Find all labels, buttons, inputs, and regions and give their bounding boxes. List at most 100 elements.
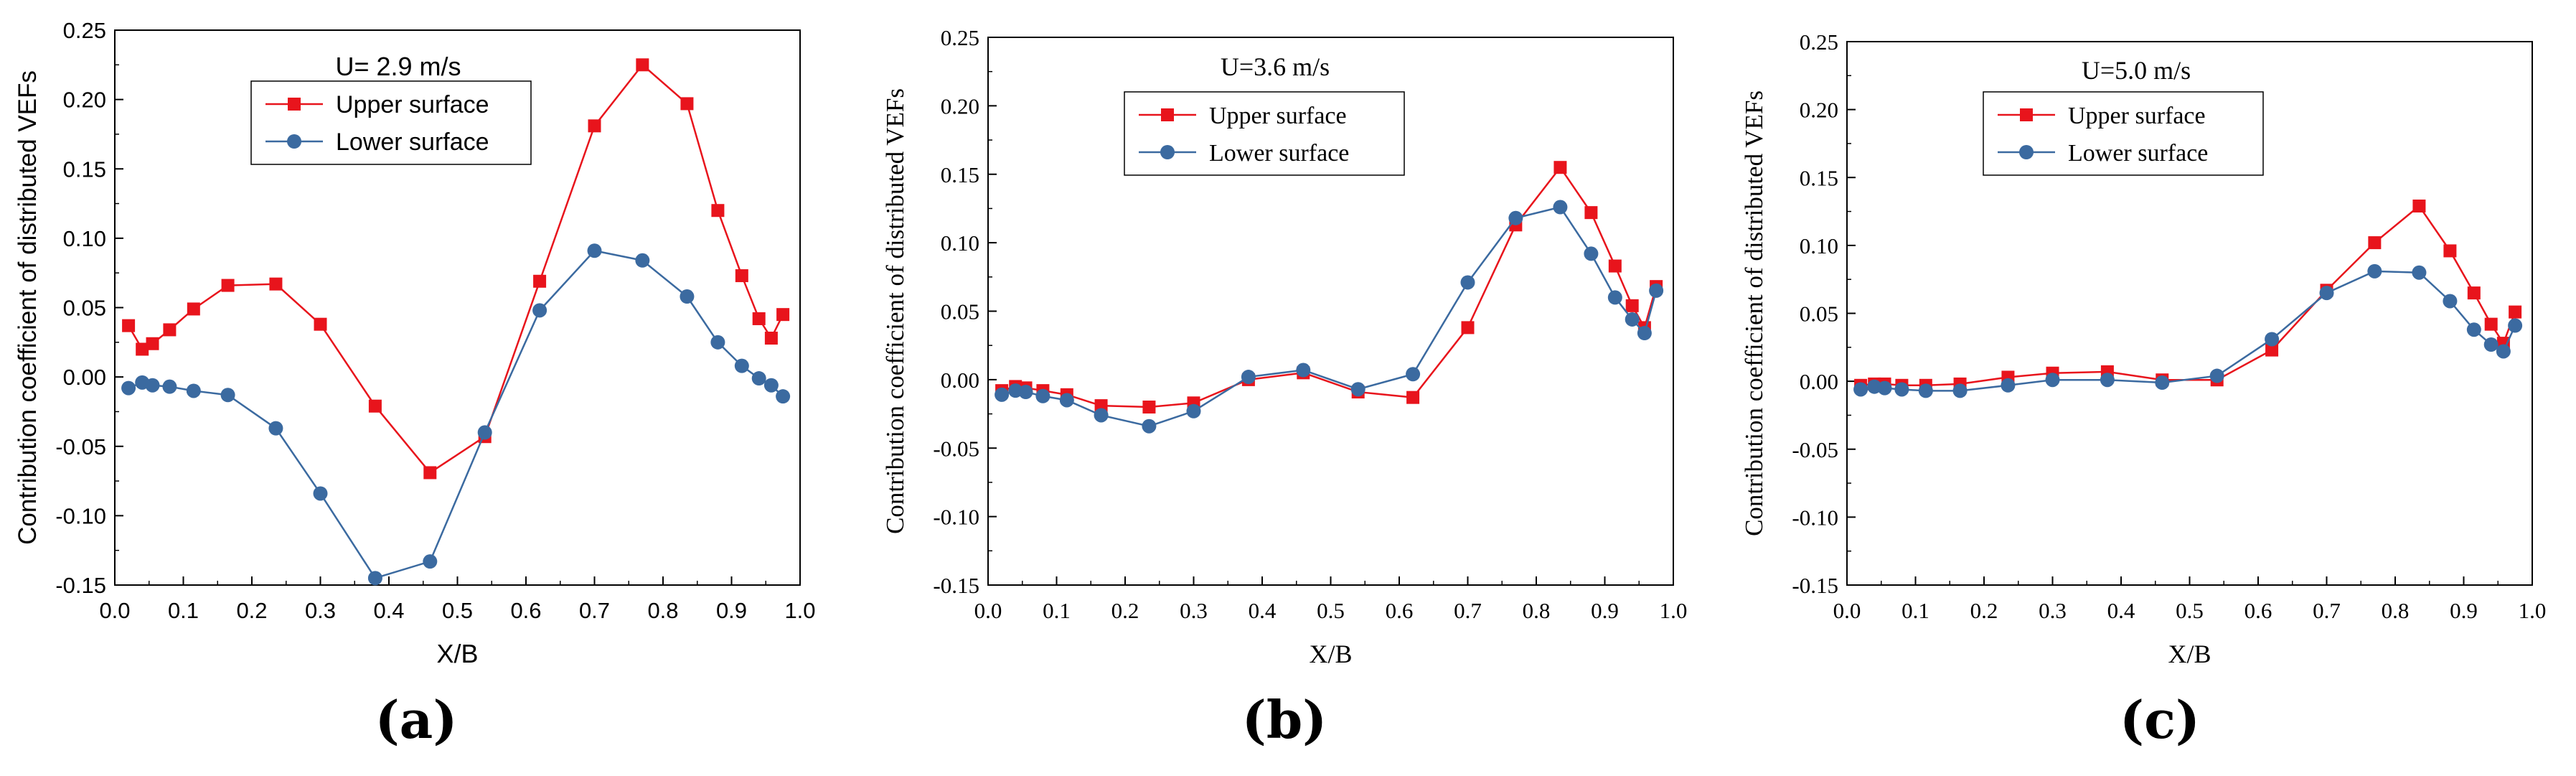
y-tick-label: 0.05 [941,299,979,324]
legend-box [1124,91,1405,176]
lower-surface-point [2367,263,2382,279]
upper-surface-point [636,58,649,72]
upper-surface-point [533,274,547,288]
x-tick-label: 0.8 [1523,598,1551,623]
chart-panel-c: 0.0 0.1 0.2 0.3 0.4 0.5 0.6 0.7 0.8 0.9 1.0 -0.15 -0… [1740,29,2546,668]
lower-surface-point [2100,373,2115,388]
y-tick-label: 0.20 [1800,98,1838,123]
y-tick-label: 0.10 [941,230,979,256]
upper-surface-point [1461,321,1475,335]
upper-surface-point [680,97,694,111]
lower-surface-point [710,335,725,350]
y-tick-label: -0.15 [933,573,979,598]
upper-surface-point [1553,161,1567,174]
legend-square-marker [1161,108,1174,121]
lower-surface-point [2508,318,2523,333]
lower-surface-point [1460,275,1475,290]
speed-annotation: U= 2.9 m/s [335,52,461,81]
upper-surface-point [776,308,790,322]
lower-surface-point [1553,200,1568,215]
x-axis-label: X/B [1309,640,1352,668]
lower-surface-point [1406,367,1421,382]
y-tick-label: 0.15 [1800,165,1838,190]
y-tick-label: -0.10 [1792,505,1838,530]
legend-label: Upper surface [1209,103,1347,129]
lower-surface-point [1508,210,1523,225]
chart-panel-a: 0.0 0.1 0.2 0.3 0.4 0.5 0.6 0.7 0.8 0.9 1.0 -0.15 -0… [14,18,816,668]
y-tick-label: 0.05 [1800,301,1838,327]
lower-surface-point [313,486,328,501]
legend-circle-marker [287,134,301,149]
legend-label: Upper surface [336,91,489,118]
upper-surface-point [146,337,159,350]
x-tick-label: 0.9 [2450,598,2478,623]
lower-surface-point [635,253,650,268]
x-tick-label: 0.6 [510,598,541,623]
x-tick-label: 0.4 [373,598,404,623]
lower-surface-point [2466,322,2481,337]
lower-surface-point [680,289,695,304]
y-tick-label: 0.10 [1800,233,1838,258]
x-axis-label: X/B [436,639,478,668]
y-axis-label: Contribution coefficient of distributed … [1740,90,1768,536]
lower-surface-point [2412,265,2427,280]
lower-surface-point [2209,368,2224,383]
lower-surface-point [1607,290,1622,305]
y-tick-label: -0.05 [55,434,106,459]
lower-surface-point [1018,385,1033,400]
upper-surface-point [588,119,601,133]
lower-surface-point [477,425,492,440]
upper-surface-point [1584,206,1598,220]
lower-surface-point [1625,312,1640,327]
y-tick-label: -0.10 [933,505,979,530]
y-tick-label: 0.00 [941,368,979,393]
x-tick-label: 0.8 [2382,598,2410,623]
lower-surface-point [367,571,382,586]
x-tick-label: 0.0 [99,598,130,623]
y-tick-label: 0.15 [63,156,106,182]
lower-surface-point [1241,370,1256,385]
speed-annotation: U=3.6 m/s [1221,52,1330,81]
x-tick-label: 0.0 [1833,598,1861,623]
lower-surface-point [1584,246,1599,261]
lower-surface-point [1918,383,1933,398]
speed-annotation: U=5.0 m/s [2082,56,2191,85]
legend-label: Upper surface [2068,103,2206,129]
lower-surface-point [2001,378,2016,393]
x-tick-label: 1.0 [784,598,815,623]
lower-surface-point [1350,382,1365,397]
legend-square-marker [2020,108,2033,121]
upper-surface-point [2467,286,2481,300]
upper-surface-point [1625,299,1639,312]
legend-box [1983,91,2264,176]
upper-surface-point [269,277,283,291]
y-tick-label: 0.15 [941,162,979,187]
legend-label: Lower surface [336,128,489,156]
upper-surface-point [711,204,725,218]
lower-surface-point [1877,380,1892,396]
x-tick-label: 0.7 [2313,598,2341,623]
lower-surface-point [1296,363,1311,378]
upper-surface-point [2509,305,2522,319]
series-line-lower-surface [1860,270,2516,392]
upper-surface-point [2265,343,2279,357]
y-tick-label: -0.15 [55,573,106,598]
lower-surface-point [1853,382,1868,397]
lower-surface-point [1894,382,1909,397]
lower-surface-point [763,378,779,393]
lower-surface-point [532,303,547,318]
lower-surface-point [1186,403,1201,419]
lower-surface-point [1094,408,1109,423]
x-tick-label: 0.5 [442,598,473,623]
x-tick-label: 0.2 [1111,598,1139,623]
upper-surface-point [735,269,748,283]
lower-surface-point [1637,326,1652,341]
lower-surface-point [995,387,1010,402]
y-tick-label: 0.00 [1800,369,1838,394]
x-tick-label: 0.1 [168,598,199,623]
lower-surface-point [776,389,791,404]
upper-surface-point [2412,199,2426,212]
upper-surface-point [2368,236,2382,250]
y-tick-label: 0.25 [63,18,106,43]
legend-label: Lower surface [1209,140,1349,167]
